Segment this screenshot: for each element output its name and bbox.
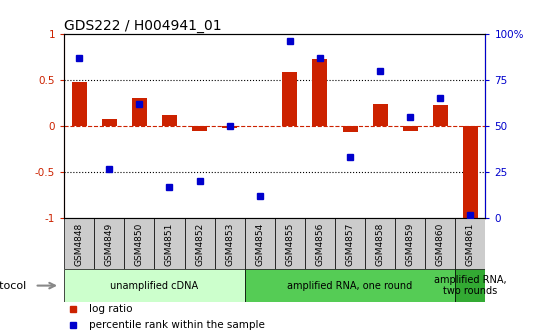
Text: GSM4860: GSM4860 (436, 222, 445, 266)
Text: GSM4853: GSM4853 (225, 222, 234, 266)
Text: GSM4857: GSM4857 (345, 222, 354, 266)
Text: GSM4854: GSM4854 (255, 222, 264, 266)
Bar (425, 218, 455, 269)
Bar (463, 126, 478, 218)
Bar (64, 218, 94, 269)
Bar (132, 98, 147, 126)
Bar (305, 218, 335, 269)
Bar (155, 218, 185, 269)
Text: GSM4848: GSM4848 (75, 222, 84, 266)
Bar (185, 218, 215, 269)
Bar (245, 218, 275, 269)
Text: unamplified cDNA: unamplified cDNA (110, 281, 199, 291)
Bar (124, 218, 155, 269)
Text: amplified RNA,
two rounds: amplified RNA, two rounds (434, 275, 507, 296)
Text: protocol: protocol (0, 281, 26, 291)
Bar (215, 218, 245, 269)
Bar (365, 218, 395, 269)
Bar (222, 126, 237, 128)
Bar (94, 218, 124, 269)
Bar (455, 269, 485, 302)
Bar (71, 82, 86, 126)
Bar (395, 218, 425, 269)
Bar (245, 269, 455, 302)
Text: GSM4856: GSM4856 (315, 222, 324, 266)
Text: GSM4858: GSM4858 (376, 222, 384, 266)
Bar (275, 218, 305, 269)
Bar (335, 218, 365, 269)
Text: log ratio: log ratio (89, 304, 133, 314)
Text: GSM4849: GSM4849 (105, 222, 114, 266)
Text: percentile rank within the sample: percentile rank within the sample (89, 320, 265, 330)
Bar (102, 119, 117, 126)
Bar (373, 104, 388, 126)
Text: GSM4852: GSM4852 (195, 222, 204, 266)
Bar (282, 72, 297, 126)
Bar (455, 218, 485, 269)
Bar (433, 105, 448, 126)
Text: GSM4851: GSM4851 (165, 222, 174, 266)
Bar (343, 126, 358, 132)
Text: amplified RNA, one round: amplified RNA, one round (287, 281, 413, 291)
Bar (64, 269, 245, 302)
Bar (162, 115, 177, 126)
Text: GSM4850: GSM4850 (135, 222, 144, 266)
Text: GSM4859: GSM4859 (406, 222, 415, 266)
Bar (312, 59, 328, 126)
Text: GSM4861: GSM4861 (466, 222, 475, 266)
Bar (192, 126, 207, 131)
Bar (403, 126, 418, 131)
Text: GDS222 / H004941_01: GDS222 / H004941_01 (64, 18, 222, 33)
Text: GSM4855: GSM4855 (285, 222, 295, 266)
